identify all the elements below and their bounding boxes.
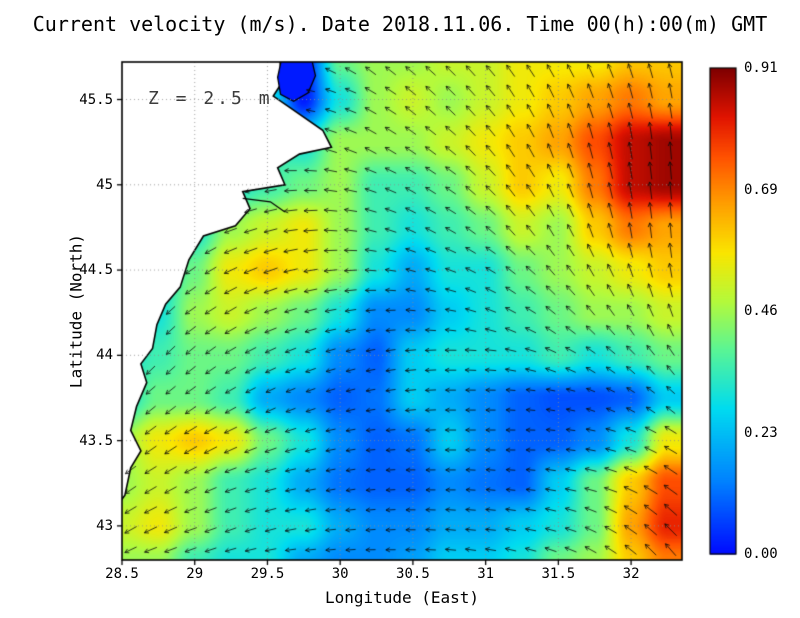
x-tick-label: 31.5 (541, 566, 576, 582)
colorbar-tick-label: 0.69 (744, 181, 778, 198)
colorbar-tick-label: 0.46 (744, 303, 778, 319)
x-tick-label: 31 (477, 566, 495, 582)
x-tick-label: 29 (186, 566, 204, 582)
x-tick-label: 28.5 (105, 566, 139, 582)
y-tick-label: 45.5 (79, 91, 113, 108)
y-tick-label: 43.5 (79, 432, 113, 449)
x-tick-label: 30.5 (396, 566, 430, 582)
x-tick-label: 29.5 (250, 566, 285, 582)
y-tick-label: 45 (96, 176, 113, 193)
x-tick-label: 32 (622, 566, 640, 582)
x-axis-label: Longitude (East) (324, 588, 480, 607)
y-axis-label: Latitude (North) (66, 233, 86, 389)
y-tick-label: 44 (96, 347, 113, 364)
y-tick-label: 44.5 (79, 262, 113, 279)
chart-title: Current velocity (m/s). Date 2018.11.06.… (32, 12, 768, 36)
colorbar-tick-label: 0.23 (744, 424, 778, 441)
y-tick-label: 43 (96, 517, 113, 534)
colorbar-tick-label: 0.91 (744, 60, 778, 76)
colorbar-tick-label: 0.00 (744, 546, 778, 562)
depth-annotation: Z = 2.5 m (148, 88, 273, 109)
x-tick-label: 30 (331, 566, 349, 582)
